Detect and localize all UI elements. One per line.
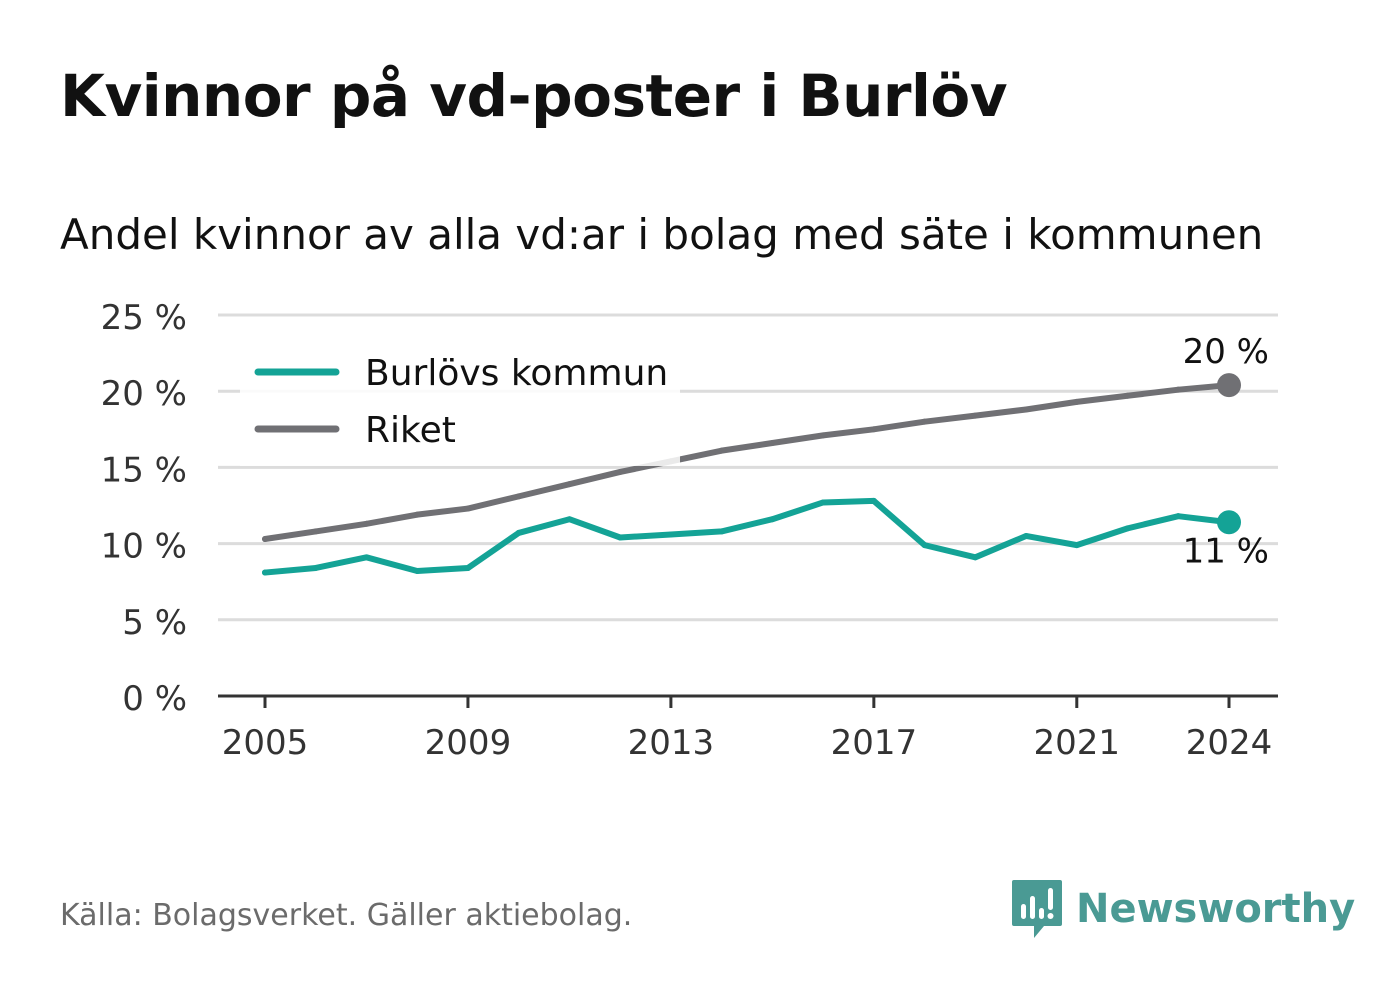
x-tick-label: 2013 xyxy=(628,723,715,763)
data-point-riket xyxy=(1023,406,1030,413)
x-tick-label: 2024 xyxy=(1186,723,1273,763)
data-point-burl-vs-kommun xyxy=(363,554,370,561)
data-point-burl-vs-kommun xyxy=(1023,532,1030,539)
end-value-label: 11 % xyxy=(1183,531,1269,571)
source-note: Källa: Bolagsverket. Gäller aktiebolag. xyxy=(60,898,633,933)
chart-subtitle: Andel kvinnor av alla vd:ar i bolag med … xyxy=(60,210,1264,259)
newsworthy-logo-icon xyxy=(1012,880,1062,938)
x-axis: 2005 2009 2013 2017 2021 2024 xyxy=(218,694,1278,763)
data-point-riket xyxy=(464,505,471,512)
data-point-riket xyxy=(921,418,928,425)
x-tick-label: 2009 xyxy=(425,723,512,763)
brand-name: Newsworthy xyxy=(1076,886,1356,932)
data-point-burl-vs-kommun xyxy=(921,542,928,549)
legend-background xyxy=(240,340,680,466)
series-group xyxy=(262,373,1241,576)
data-point-riket xyxy=(515,493,522,500)
data-point-burl-vs-kommun xyxy=(1175,513,1182,520)
series-line-burl-vs-kommun xyxy=(262,497,1232,576)
data-point-burl-vs-kommun xyxy=(1073,542,1080,549)
data-point-burl-vs-kommun xyxy=(820,499,827,506)
y-tick-label: 15 % xyxy=(101,450,187,490)
legend-label: Burlövs kommun xyxy=(365,353,668,394)
data-point-riket xyxy=(617,468,624,475)
data-point-riket xyxy=(820,432,827,439)
y-axis: 0 % 5 % 10 % 15 % 20 % 25 % xyxy=(101,298,187,719)
data-point-burl-vs-kommun xyxy=(464,564,471,571)
data-point-riket xyxy=(262,536,268,543)
x-tick-label: 2021 xyxy=(1034,723,1121,763)
data-point-riket xyxy=(414,511,421,518)
end-value-label: 20 % xyxy=(1183,332,1269,372)
data-point-burl-vs-kommun xyxy=(1124,525,1131,532)
end-marker-burl-vs-kommun xyxy=(1217,510,1241,535)
data-point-burl-vs-kommun xyxy=(667,531,674,538)
legend: Burlövs kommun Riket xyxy=(240,340,680,466)
data-point-riket xyxy=(1124,392,1131,399)
data-point-riket xyxy=(870,426,877,433)
data-point-riket xyxy=(566,481,573,488)
end-marker-riket xyxy=(1217,373,1241,398)
y-tick-label: 25 % xyxy=(101,298,187,338)
y-tick-label: 0 % xyxy=(122,679,187,719)
data-point-riket xyxy=(718,447,725,454)
data-point-riket xyxy=(363,520,370,527)
y-tick-label: 20 % xyxy=(101,374,187,414)
data-point-burl-vs-kommun xyxy=(617,534,624,541)
data-point-burl-vs-kommun xyxy=(312,564,319,571)
data-point-burl-vs-kommun xyxy=(718,528,725,535)
data-point-riket xyxy=(769,440,776,447)
x-tick-label: 2005 xyxy=(222,723,309,763)
brand-logo: Newsworthy xyxy=(1010,878,1355,940)
data-point-burl-vs-kommun xyxy=(972,554,979,561)
data-point-burl-vs-kommun xyxy=(566,516,573,523)
data-point-riket xyxy=(1073,398,1080,405)
data-point-riket xyxy=(1175,386,1182,393)
data-point-riket xyxy=(972,412,979,419)
data-point-burl-vs-kommun xyxy=(870,497,877,504)
x-tick-label: 2017 xyxy=(831,723,918,763)
y-tick-label: 10 % xyxy=(101,527,187,567)
line-chart: 0 %5 %10 %15 %20 %25 % 2005 2009 2013 2017 2… xyxy=(101,298,1278,763)
y-tick-label: 5 % xyxy=(122,603,187,643)
series-line-riket xyxy=(262,382,1232,543)
data-point-burl-vs-kommun xyxy=(414,568,421,575)
data-point-burl-vs-kommun xyxy=(515,529,522,536)
data-point-riket xyxy=(312,528,319,535)
legend-label: Riket xyxy=(365,410,456,451)
data-point-burl-vs-kommun xyxy=(769,516,776,523)
data-point-burl-vs-kommun xyxy=(262,569,268,576)
end-labels: 11 % 20 % xyxy=(1183,332,1269,571)
chart-title: Kvinnor på vd-poster i Burlöv xyxy=(60,62,1008,130)
